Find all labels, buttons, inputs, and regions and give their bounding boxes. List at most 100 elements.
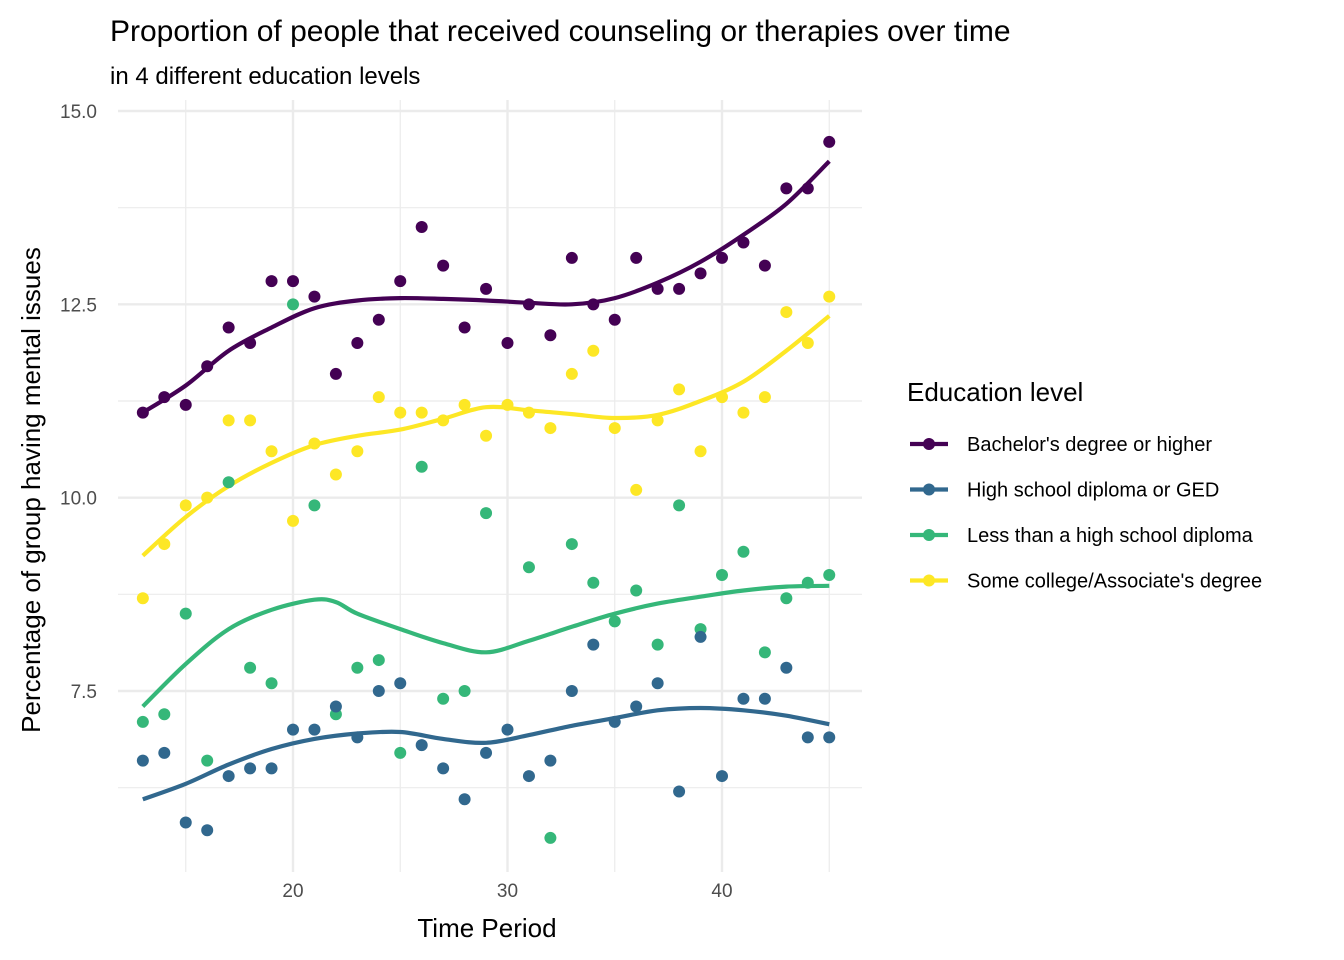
data-point: [287, 723, 299, 736]
data-point: [351, 731, 364, 744]
legend-item: High school diploma or GED: [910, 480, 1219, 502]
data-point: [694, 445, 707, 458]
data-point: [651, 677, 664, 690]
data-point: [522, 770, 535, 783]
trend-line: [142, 705, 830, 802]
data-point: [565, 685, 578, 697]
data-point: [716, 569, 728, 581]
data-point: [737, 692, 750, 705]
data-point: [630, 700, 643, 713]
data-point: [737, 545, 750, 558]
data-point: [244, 661, 257, 674]
x-tick-label: 30: [497, 881, 518, 902]
data-point: [501, 723, 514, 736]
y-tick-label: 12.5: [60, 295, 97, 316]
data-point: [158, 746, 171, 759]
data-point: [608, 422, 621, 435]
data-point: [287, 275, 299, 288]
data-point: [351, 661, 364, 674]
data-point: [179, 499, 192, 512]
data-point: [394, 275, 407, 288]
x-tick-label: 20: [282, 881, 303, 902]
data-point: [651, 638, 664, 651]
data-point: [480, 282, 493, 295]
legend-item: Less than a high school diploma: [910, 525, 1254, 547]
data-point: [201, 360, 214, 373]
data-point: [308, 290, 321, 303]
data-point: [372, 685, 385, 697]
data-point: [522, 406, 535, 419]
chart-subtitle: in 4 different education levels: [110, 63, 420, 90]
data-point: [501, 398, 514, 411]
data-point: [222, 414, 235, 427]
y-tick-label: 10.0: [60, 489, 97, 510]
legend-label: Less than a high school diploma: [967, 525, 1254, 547]
data-point: [565, 251, 578, 264]
data-point: [372, 654, 385, 667]
data-point: [458, 793, 471, 806]
data-point: [158, 538, 171, 551]
data-point: [308, 499, 321, 512]
data-point: [587, 638, 600, 651]
data-point: [265, 762, 278, 775]
data-point: [544, 754, 557, 767]
data-point: [630, 483, 643, 496]
legend-label: Some college/Associate's degree: [967, 571, 1262, 593]
data-point: [158, 391, 171, 404]
data-point: [480, 746, 493, 759]
data-point: [673, 499, 686, 512]
legend-label: Bachelor's degree or higher: [967, 434, 1212, 456]
data-point: [544, 422, 557, 435]
data-point: [415, 460, 428, 473]
data-point: [437, 259, 450, 272]
legend-key-point: [923, 529, 935, 541]
data-point: [716, 251, 728, 264]
data-point: [458, 321, 471, 334]
data-point: [780, 182, 793, 195]
legend-key-point: [923, 438, 935, 450]
data-point: [244, 337, 257, 349]
data-point: [351, 337, 364, 349]
data-point: [758, 646, 771, 659]
data-point: [780, 592, 793, 605]
data-point: [608, 313, 621, 326]
data-point: [158, 708, 171, 721]
data-point: [758, 692, 771, 705]
data-point: [287, 514, 299, 527]
data-point: [372, 391, 385, 404]
data-point: [630, 584, 643, 597]
data-point: [587, 344, 600, 357]
legend-item: Bachelor's degree or higher: [910, 434, 1212, 456]
data-point: [136, 754, 149, 767]
data-point: [801, 576, 814, 589]
data-point: [823, 569, 836, 581]
data-point: [737, 406, 750, 419]
data-point: [587, 298, 600, 311]
data-point: [673, 282, 686, 295]
data-point: [201, 824, 214, 837]
data-point: [544, 329, 557, 342]
data-point: [780, 306, 793, 319]
data-point: [394, 746, 407, 759]
data-point: [480, 507, 493, 520]
data-point: [716, 770, 728, 783]
legend-label: High school diploma or GED: [967, 480, 1219, 502]
trend-lines: [141, 159, 831, 802]
data-point: [136, 406, 149, 419]
y-tick-label: 15.0: [60, 102, 97, 123]
trend-line: [141, 314, 831, 558]
legend-title: Education level: [907, 377, 1083, 407]
data-point: [737, 236, 750, 249]
data-point: [716, 391, 728, 404]
data-point: [801, 182, 814, 195]
y-axis-label: Percentage of group having mental issues: [16, 247, 46, 733]
data-point: [565, 538, 578, 551]
data-point: [630, 251, 643, 264]
data-point: [758, 259, 771, 272]
data-point: [801, 337, 814, 349]
data-point: [694, 630, 707, 643]
data-point: [244, 414, 257, 427]
data-point: [801, 731, 814, 744]
data-point: [480, 429, 493, 442]
